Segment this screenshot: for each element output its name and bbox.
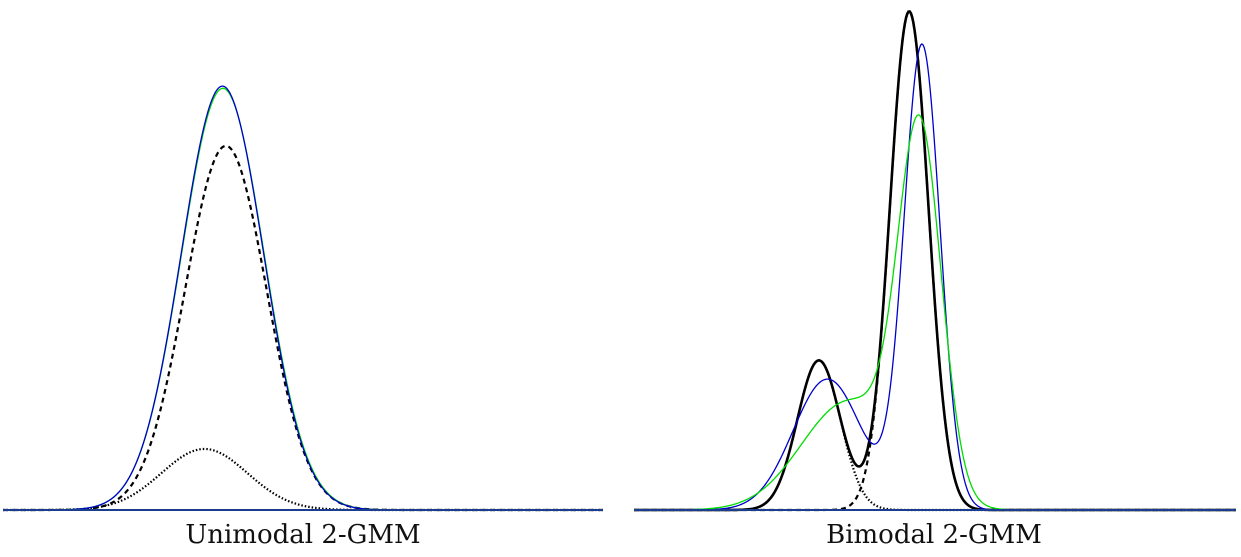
bimodal-caption: Bimodal 2-GMM xyxy=(826,520,1042,550)
unimodal-panel xyxy=(3,85,603,512)
panel0-component-0 xyxy=(3,447,603,512)
panel0-component-1 xyxy=(3,144,603,512)
panel1-fit-0 xyxy=(634,43,1236,511)
panel0-fit-1 xyxy=(3,85,603,511)
bimodal-panel xyxy=(634,10,1236,512)
figure xyxy=(3,10,1236,512)
panel1-true-mixture xyxy=(634,10,1236,512)
panel1-component-0 xyxy=(634,359,1236,512)
panel1-component-1 xyxy=(634,10,1236,512)
unimodal-caption: Unimodal 2-GMM xyxy=(185,520,421,550)
